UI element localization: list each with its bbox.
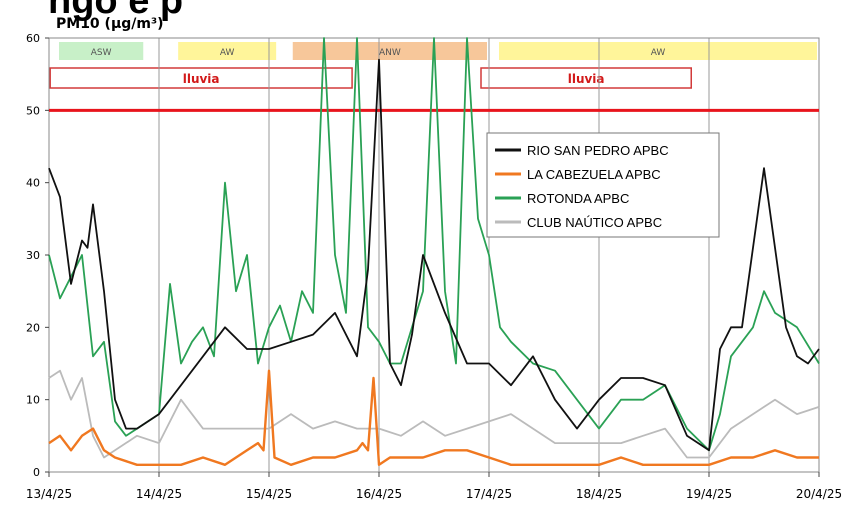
x-tick-label: 13/4/25 — [26, 487, 72, 501]
y-tick-label: 60 — [26, 32, 40, 45]
period-band-1: AW — [178, 42, 277, 60]
rain-box-label: lluvia — [183, 72, 220, 86]
vertical-gridlines — [158, 38, 710, 472]
period-band-label: AW — [651, 48, 666, 58]
legend-label: LA CABEZUELA APBC — [527, 167, 661, 182]
y-tick-label: 30 — [26, 249, 40, 262]
series-lines — [48, 37, 820, 466]
x-axis: 13/4/25 14/4/25 15/4/25 16/4/25 17/4/25 18/4/… — [26, 472, 842, 501]
x-tick-label: 18/4/25 — [576, 487, 622, 501]
legend-item-1: LA CABEZUELA APBC — [495, 167, 661, 182]
chart-title: PM10 (µg/m³) — [56, 16, 164, 32]
series-line-2 — [48, 37, 820, 452]
period-band-0: ASW — [59, 42, 144, 60]
cut-off-header-text: ngo e p — [48, 0, 184, 22]
legend-item-3: CLUB NAÚTICO APBC — [495, 215, 662, 230]
legend-box — [486, 132, 720, 238]
legend: RIO SAN PEDRO APBC LA CABEZUELA APBC ROTON… — [486, 132, 720, 238]
y-tick-label: 20 — [26, 321, 40, 334]
period-band-2: ANW — [292, 42, 487, 60]
period-band-label: ANW — [379, 48, 401, 58]
legend-label: CLUB NAÚTICO APBC — [527, 215, 662, 230]
legend-item-0: RIO SAN PEDRO APBC — [495, 143, 669, 158]
y-tick-label: 40 — [26, 177, 40, 190]
legend-label: ROTONDA APBC — [527, 191, 629, 206]
legend-item-2: ROTONDA APBC — [495, 191, 629, 206]
x-tick-label: 20/4/25 — [796, 487, 842, 501]
x-tick-label: 17/4/25 — [466, 487, 512, 501]
x-tick-label: 15/4/25 — [246, 487, 292, 501]
x-tick-label: 14/4/25 — [136, 487, 182, 501]
y-tick-label: 50 — [26, 104, 40, 117]
series-line-0 — [48, 58, 820, 452]
legend-label: RIO SAN PEDRO APBC — [527, 143, 669, 158]
rain-box-1: lluvia — [480, 67, 692, 89]
period-band-label: ASW — [91, 48, 112, 58]
x-tick-label: 16/4/25 — [356, 487, 402, 501]
rain-boxes: lluvia lluvia — [49, 67, 692, 89]
period-band-3: AW — [499, 42, 817, 60]
rain-box-0: lluvia — [49, 67, 353, 89]
series-line-1 — [48, 369, 819, 466]
series-line-3 — [48, 369, 820, 459]
period-bands: ASW AW ANW AW — [59, 42, 817, 60]
rain-box-label: lluvia — [568, 72, 605, 86]
period-band-label: AW — [220, 48, 235, 58]
y-axis: 0 10 20 30 40 50 60 — [26, 32, 49, 479]
y-tick-label: 0 — [33, 466, 40, 479]
x-tick-label: 19/4/25 — [686, 487, 732, 501]
y-tick-label: 10 — [26, 394, 40, 407]
